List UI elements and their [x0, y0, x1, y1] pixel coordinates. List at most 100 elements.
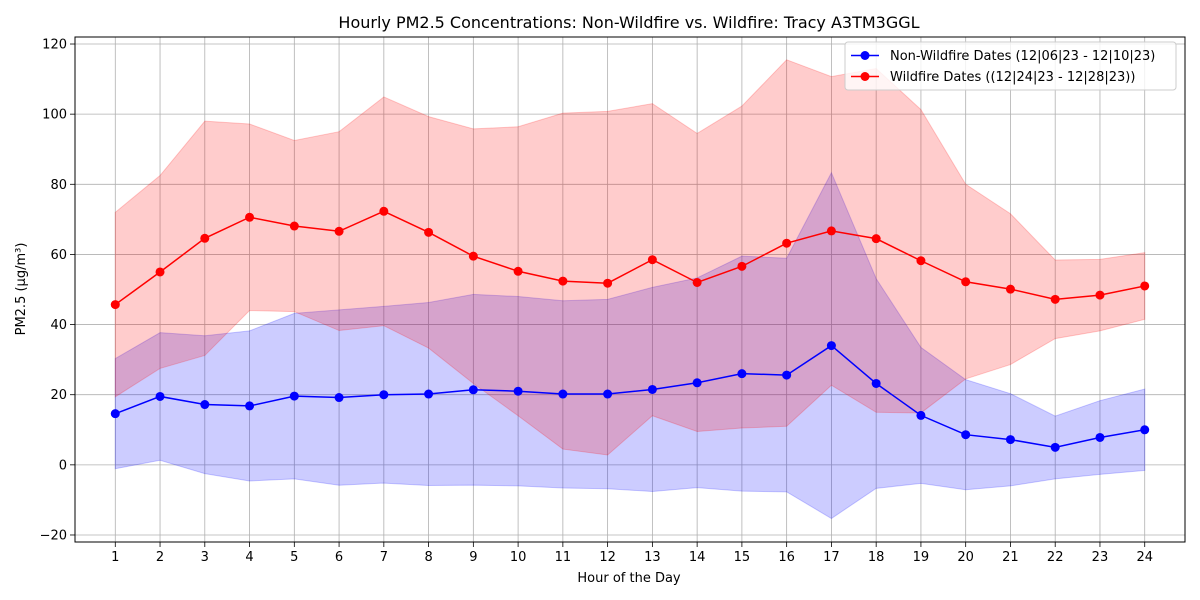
x-axis-ticks: 1 2 3 4 5 6 7 8 9 10 11 12 13 14 15 16 17 18 19 20 21 22 23 24	[111, 542, 1153, 565]
data-point-non-wildfire	[558, 389, 568, 399]
plot-frame	[74, 36, 1186, 543]
data-point-wildfire	[468, 251, 478, 261]
data-point-wildfire	[1005, 284, 1015, 294]
series-line-wildfire	[114, 210, 1145, 306]
data-point-wildfire	[692, 277, 702, 287]
data-point-wildfire	[826, 226, 836, 236]
data-point-non-wildfire	[1095, 432, 1105, 442]
data-point-non-wildfire	[245, 401, 255, 411]
data-point-wildfire	[513, 266, 523, 276]
x-tick-label: 18	[868, 550, 885, 565]
data-point-wildfire	[155, 267, 165, 277]
x-tick-label: 20	[957, 550, 974, 565]
data-point-wildfire	[961, 277, 971, 287]
data-point-non-wildfire	[961, 430, 971, 440]
y-tick-label: 0	[59, 458, 67, 473]
band-wildfire	[114, 59, 1146, 456]
x-tick-label: 3	[201, 550, 209, 565]
data-point-non-wildfire	[871, 378, 881, 388]
x-tick-label: 21	[1002, 550, 1019, 565]
legend: Non-Wildfire Dates (12|06|23 - 12|10|23)…	[844, 41, 1177, 91]
series-line-non-wildfire	[115, 344, 1145, 449]
data-point-non-wildfire	[424, 389, 434, 399]
data-point-wildfire	[558, 276, 568, 286]
y-axis-ticks: −20 0 20 40 60 80 100 120	[40, 38, 75, 543]
x-tick-label: 1	[111, 550, 119, 565]
data-point-wildfire	[1050, 294, 1060, 304]
x-tick-label: 10	[510, 550, 527, 565]
y-tick-label: 40	[50, 318, 67, 333]
x-tick-label: 6	[335, 550, 343, 565]
x-tick-label: 7	[380, 550, 388, 565]
legend-label-wildfire: Wildfire Dates ((12|24|23 - 12|28|23))	[890, 70, 1135, 85]
x-tick-label: 2	[156, 550, 164, 565]
y-tick-label: 100	[42, 108, 67, 123]
band-non-wildfire	[114, 171, 1146, 520]
y-tick-label: −20	[40, 528, 67, 543]
data-point-non-wildfire	[603, 389, 613, 399]
data-point-wildfire	[737, 261, 747, 271]
data-point-non-wildfire	[782, 370, 792, 380]
y-tick-label: 60	[50, 248, 67, 263]
data-point-non-wildfire	[200, 400, 210, 410]
data-point-wildfire	[647, 255, 657, 265]
legend-marker-non-wildfire	[860, 51, 870, 60]
data-point-wildfire	[782, 238, 792, 248]
x-tick-label: 8	[424, 550, 432, 565]
x-tick-label: 24	[1136, 550, 1153, 565]
data-point-wildfire	[424, 227, 434, 237]
data-point-wildfire	[871, 234, 881, 244]
data-point-wildfire	[110, 300, 120, 310]
x-tick-label: 15	[734, 550, 751, 565]
data-point-non-wildfire	[379, 390, 389, 400]
data-point-non-wildfire	[110, 409, 120, 419]
data-point-wildfire	[1140, 281, 1150, 291]
series-points	[110, 206, 1150, 452]
x-tick-label: 23	[1092, 550, 1109, 565]
confidence-bands	[114, 59, 1146, 520]
series-lines	[114, 210, 1145, 449]
x-tick-label: 5	[290, 550, 298, 565]
y-tick-label: 80	[50, 178, 67, 193]
grid-lines	[75, 37, 1185, 542]
data-point-non-wildfire	[826, 341, 836, 351]
data-point-non-wildfire	[289, 391, 299, 401]
data-point-non-wildfire	[1005, 435, 1015, 445]
x-tick-label: 4	[245, 550, 253, 565]
data-point-wildfire	[334, 226, 344, 236]
data-point-non-wildfire	[155, 391, 165, 401]
data-point-non-wildfire	[737, 369, 747, 379]
data-point-non-wildfire	[513, 386, 523, 396]
data-point-non-wildfire	[1050, 442, 1060, 452]
x-tick-label: 16	[778, 550, 795, 565]
data-point-non-wildfire	[916, 410, 926, 420]
data-point-wildfire	[289, 221, 299, 231]
y-tick-label: 20	[50, 388, 67, 403]
data-point-wildfire	[1095, 290, 1105, 300]
data-point-wildfire	[200, 233, 210, 243]
data-point-wildfire	[603, 278, 613, 288]
data-point-wildfire	[916, 256, 926, 266]
chart-title: Hourly PM2.5 Concentrations: Non-Wildfir…	[338, 13, 919, 32]
x-tick-label: 13	[644, 550, 661, 565]
x-tick-label: 9	[469, 550, 477, 565]
data-point-wildfire	[245, 212, 255, 222]
legend-label-non-wildfire: Non-Wildfire Dates (12|06|23 - 12|10|23)	[890, 49, 1155, 64]
x-axis-title: Hour of the Day	[577, 571, 681, 586]
data-point-wildfire	[379, 206, 389, 216]
x-tick-label: 17	[823, 550, 840, 565]
legend-box	[844, 41, 1177, 91]
x-tick-label: 19	[913, 550, 930, 565]
x-tick-label: 12	[599, 550, 616, 565]
x-tick-label: 22	[1047, 550, 1064, 565]
x-tick-label: 14	[689, 550, 706, 565]
data-point-non-wildfire	[468, 385, 478, 395]
y-axis-title: PM2.5 (µg/m³)	[14, 243, 29, 336]
x-tick-label: 11	[555, 550, 572, 565]
data-point-non-wildfire	[692, 378, 702, 388]
data-point-non-wildfire	[647, 384, 657, 394]
legend-marker-wildfire	[860, 72, 870, 81]
data-point-non-wildfire	[1140, 425, 1150, 435]
